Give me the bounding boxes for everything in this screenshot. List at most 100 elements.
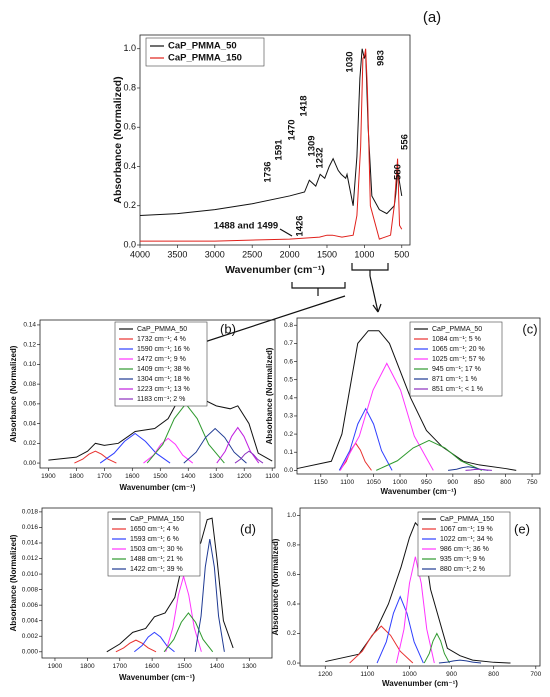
spectrum-line xyxy=(438,659,482,664)
x-tick-label: 1100 xyxy=(340,479,354,486)
y-tick-label: 0.14 xyxy=(23,322,36,329)
legend-label: 1025 cm⁻¹; 57 % xyxy=(432,356,485,363)
x-tick-label: 800 xyxy=(500,479,511,486)
y-axis-label: Absorbance (Normalized) xyxy=(112,76,124,203)
spectrum-line xyxy=(349,625,414,664)
spectrum-line xyxy=(234,450,264,464)
legend-label: CaP_PMMA_150 xyxy=(440,516,494,523)
legend: CaP_PMMA_150 1650 cm⁻¹; 4 % 1593 cm⁻¹; 6 %… xyxy=(107,511,201,577)
legend-box xyxy=(417,511,511,577)
panel-connectors xyxy=(179,263,389,351)
x-tick-label: 950 xyxy=(421,479,432,486)
legend-label: 1422 cm⁻¹; 39 % xyxy=(130,566,183,573)
y-tick-label: 0.5 xyxy=(284,376,293,383)
legend-label: 1488 cm⁻¹; 21 % xyxy=(130,556,183,563)
legend-label: 1084 cm⁻¹; 5 % xyxy=(432,336,481,343)
legend-box xyxy=(114,321,208,407)
panel-title: (a) xyxy=(423,9,441,26)
panel-title: (c) xyxy=(522,321,537,336)
y-tick-label: 0.6 xyxy=(284,358,293,365)
legend-label: CaP_PMMA_150 xyxy=(168,53,242,64)
y-tick-label: 0.006 xyxy=(22,602,39,609)
panel: 1900 1800 1700 1600 1500 1400 1300 0.000 0.002 0.… xyxy=(9,507,273,682)
x-tick-label: 750 xyxy=(527,479,538,486)
spectrum-line xyxy=(74,450,117,464)
legend-label: 1409 cm⁻¹; 38 % xyxy=(137,366,190,373)
plot-frame xyxy=(41,507,273,659)
y-axis-label: Absorbance (Normalized) xyxy=(271,538,280,635)
spectrum-line xyxy=(183,427,247,464)
y-tick-label: 0.014 xyxy=(22,540,39,547)
x-tick-label: 1300 xyxy=(242,663,257,670)
legend-label: 1223 cm⁻¹; 13 % xyxy=(137,386,190,393)
legend-label: 871 cm⁻¹; 1 % xyxy=(432,376,477,383)
y-tick-label: 0.002 xyxy=(22,633,39,640)
spectrum-line xyxy=(395,556,435,664)
bracket-right xyxy=(351,263,389,276)
x-tick-label: 1700 xyxy=(97,473,112,480)
bracket-left xyxy=(291,282,346,296)
spectrum-line xyxy=(165,574,202,652)
x-tick-label: 1900 xyxy=(48,663,63,670)
y-tick-label: 0.000 xyxy=(22,649,39,656)
legend-label: 1067 cm⁻¹; 19 % xyxy=(440,526,493,533)
y-tick-label: 0.0 xyxy=(284,467,293,474)
peak-label: 1470 xyxy=(287,119,298,140)
peak-label: 1591 xyxy=(274,139,285,161)
legend: CaP_PMMA_50 1732 cm⁻¹; 4 % 1590 cm⁻¹; 16 %… xyxy=(114,321,208,407)
panel: 1900 1800 1700 1600 1500 1400 1300 1200 1100 0.00… xyxy=(9,319,280,492)
panel-title: (e) xyxy=(514,521,530,536)
legend-box xyxy=(107,511,201,577)
panel: 1150 1100 1050 1000 950 900 850 800 750 0.0 0.1 0.2… xyxy=(265,317,541,496)
x-tick-label: 1400 xyxy=(181,473,196,480)
x-tick-label: 1050 xyxy=(366,479,381,486)
legend-label: CaP_PMMA_50 xyxy=(137,326,187,333)
spectrum-line xyxy=(115,639,157,653)
x-axis-label: Wavenumber (cm⁻¹) xyxy=(381,487,457,496)
y-tick-label: 0.8 xyxy=(123,82,136,92)
x-tick-label: 1500 xyxy=(317,250,337,260)
y-axis-label: Absorbance (Normalized) xyxy=(265,347,274,444)
x-axis-label: Wavenumber (cm⁻¹) xyxy=(225,264,325,276)
annotation-arrow xyxy=(279,228,293,237)
x-tick-label: 500 xyxy=(394,250,409,260)
y-tick-label: 1.0 xyxy=(123,43,136,53)
y-tick-label: 0.0 xyxy=(123,239,136,249)
legend-label: CaP_PMMA_150 xyxy=(130,516,184,523)
legend-label: 1472 cm⁻¹; 9 % xyxy=(137,356,186,363)
legend-label: 935 cm⁻¹; 9 % xyxy=(440,556,485,563)
y-axis-label: Absorbance (Normalized) xyxy=(9,534,18,631)
y-tick-label: 0.04 xyxy=(23,420,36,427)
legend-label: 986 cm⁻¹; 36 % xyxy=(440,546,489,553)
y-tick-label: 0.4 xyxy=(284,395,293,402)
spectrum-line xyxy=(423,632,450,664)
spectrum-line xyxy=(146,403,225,464)
x-tick-label: 1600 xyxy=(125,473,140,480)
legend-label: 1503 cm⁻¹; 30 % xyxy=(130,546,183,553)
y-tick-label: 0.06 xyxy=(23,401,36,408)
y-tick-label: 0.6 xyxy=(123,122,136,132)
x-tick-label: 1400 xyxy=(210,663,225,670)
y-tick-label: 0.1 xyxy=(284,449,293,456)
y-tick-label: 0.2 xyxy=(287,630,296,637)
x-tick-label: 850 xyxy=(474,479,485,486)
legend-label: 1065 cm⁻¹; 20 % xyxy=(432,346,485,353)
x-tick-label: 1100 xyxy=(265,473,279,480)
peak-label: 580 xyxy=(393,164,404,180)
spectrum-line xyxy=(216,426,260,464)
legend-label: 880 cm⁻¹; 2 % xyxy=(440,566,485,573)
y-tick-label: 0.0 xyxy=(287,660,296,667)
spectrum-line xyxy=(134,631,175,653)
x-tick-label: 1150 xyxy=(314,479,328,486)
y-tick-label: 0.4 xyxy=(123,161,136,171)
y-tick-label: 0.7 xyxy=(284,340,293,347)
y-tick-label: 0.3 xyxy=(284,413,293,420)
peak-label: 1232 xyxy=(315,147,326,168)
arrow-to-c xyxy=(369,275,379,313)
legend-label: 851 cm⁻¹; < 1 % xyxy=(432,386,483,393)
y-tick-label: 0.00 xyxy=(23,460,36,467)
legend-box xyxy=(145,37,265,67)
plot-frame xyxy=(139,34,411,246)
y-tick-label: 0.12 xyxy=(23,341,36,348)
